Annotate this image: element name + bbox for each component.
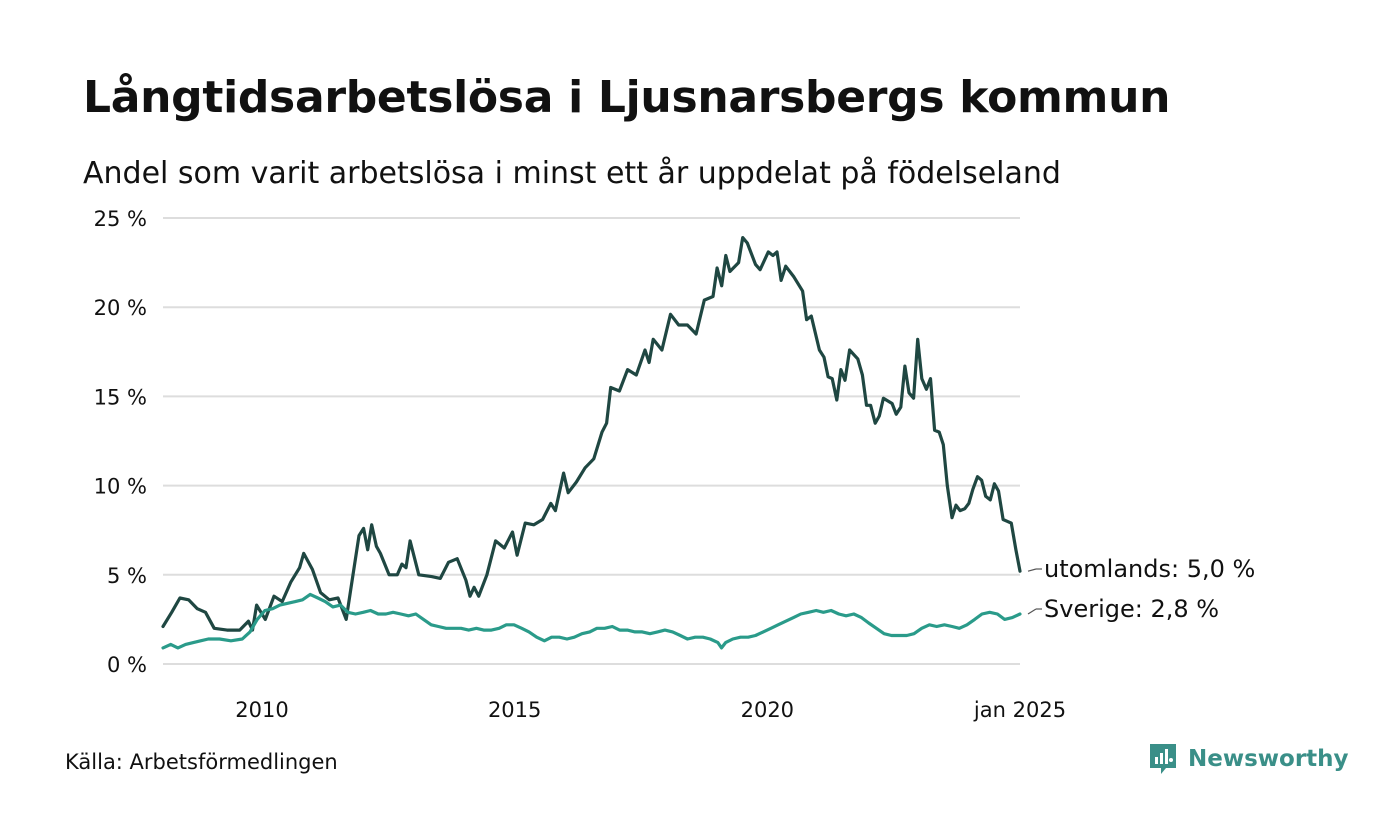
gridlines xyxy=(163,217,1020,665)
x-tick-label: 2020 xyxy=(741,698,794,722)
brand-logo[interactable]: Newsworthy xyxy=(1148,742,1349,776)
brand-name: Newsworthy xyxy=(1188,746,1349,772)
series-line-sverige xyxy=(161,592,1022,650)
y-tick-label: 15 % xyxy=(94,385,147,409)
x-axis-ticks: 2010 2015 2020 jan 2025 xyxy=(235,698,1066,722)
end-label-utomlands: utomlands: 5,0 % xyxy=(1044,555,1255,583)
y-tick-label: 20 % xyxy=(94,296,147,320)
end-labels: utomlands: 5,0 % Sverige: 2,8 % xyxy=(1027,555,1255,623)
series-line-utomlands xyxy=(161,236,1022,632)
y-tick-label: 0 % xyxy=(107,653,147,677)
x-tick-label: 2015 xyxy=(488,698,541,722)
y-tick-label: 10 % xyxy=(94,475,147,499)
y-axis-ticks: 0 % 5 % 10 % 15 % 20 % 25 % xyxy=(94,207,147,677)
x-tick-label: jan 2025 xyxy=(973,698,1066,722)
chart-title: Långtidsarbetslösa i Ljusnarsbergs kommu… xyxy=(83,72,1171,123)
line-chart: 0 % 5 % 10 % 15 % 20 % 25 % 2010 2015 2020 jan 2… xyxy=(94,207,1256,722)
newsworthy-logo-icon xyxy=(1150,744,1176,774)
chart-subtitle: Andel som varit arbetslösa i minst ett å… xyxy=(83,156,1061,191)
y-tick-label: 5 % xyxy=(107,564,147,588)
x-tick-label: 2010 xyxy=(235,698,288,722)
series-lines xyxy=(161,236,1022,650)
end-label-sverige: Sverige: 2,8 % xyxy=(1044,595,1219,623)
y-tick-label: 25 % xyxy=(94,207,147,231)
end-label-connector xyxy=(1027,568,1037,572)
source-note: Källa: Arbetsförmedlingen xyxy=(65,750,338,774)
end-label-connector xyxy=(1027,608,1037,615)
